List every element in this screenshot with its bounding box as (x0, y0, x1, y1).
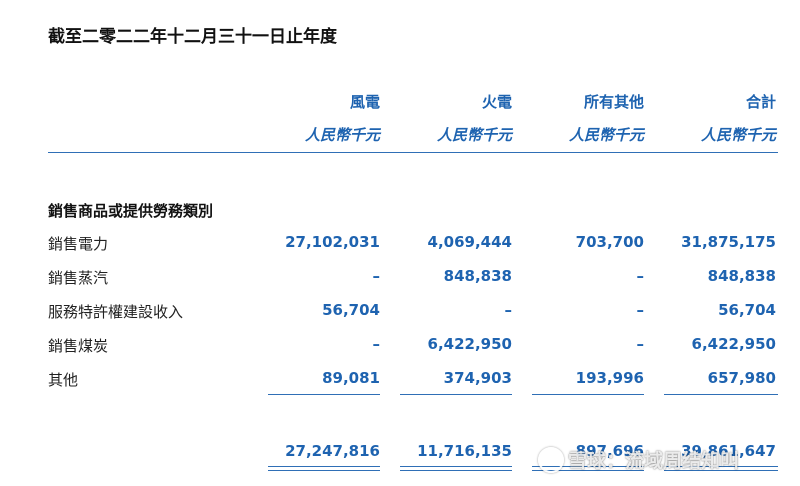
table-cell: – (372, 335, 381, 353)
table-cell: – (636, 301, 645, 319)
column-unit-wind: 人民幣千元 (304, 126, 380, 144)
subtotal-rule (532, 394, 644, 395)
table-cell: 6,422,950 (691, 335, 776, 353)
subtotal-rule (268, 394, 380, 395)
header-divider (48, 152, 778, 153)
table-cell: 6,422,950 (427, 335, 512, 353)
total-double-rule (268, 466, 380, 471)
total-cell: 39,861,647 (681, 442, 776, 460)
column-header-thermal: 火電 (481, 93, 512, 111)
row-label: 銷售蒸汽 (48, 269, 109, 287)
table-cell: 193,996 (575, 369, 644, 387)
total-double-rule (400, 466, 512, 471)
watermark: 雪球：流域周结知叫 (538, 446, 739, 473)
table-cell: – (372, 267, 381, 285)
table-cell: 374,903 (443, 369, 512, 387)
watermark-text: 雪球：流域周结知叫 (568, 450, 740, 472)
subtotal-rule (400, 394, 512, 395)
table-cell: 848,838 (707, 267, 776, 285)
total-cell: 897,696 (575, 442, 644, 460)
row-label: 其他 (48, 371, 79, 389)
table-cell: 703,700 (575, 233, 644, 251)
subtotal-rule (664, 394, 778, 395)
table-cell: – (636, 267, 645, 285)
column-unit-thermal: 人民幣千元 (436, 126, 512, 144)
period-title: 截至二零二二年十二月三十一日止年度 (48, 27, 337, 47)
table-cell: 31,875,175 (681, 233, 776, 251)
table-cell: 89,081 (322, 369, 380, 387)
section-title: 銷售商品或提供勞務類別 (48, 202, 214, 220)
snowball-logo-icon (538, 446, 564, 473)
total-double-rule (532, 466, 644, 471)
table-cell: 4,069,444 (427, 233, 512, 251)
table-cell: – (636, 335, 645, 353)
column-unit-others: 人民幣千元 (568, 126, 644, 144)
table-cell: 657,980 (707, 369, 776, 387)
table-cell: 27,102,031 (285, 233, 380, 251)
column-header-others: 所有其他 (583, 93, 644, 111)
table-cell: 848,838 (443, 267, 512, 285)
total-cell: 27,247,816 (285, 442, 380, 460)
column-unit-total: 人民幣千元 (700, 126, 776, 144)
row-label: 服務特許權建設收入 (48, 303, 184, 321)
total-cell: 11,716,135 (417, 442, 512, 460)
total-double-rule (664, 466, 778, 471)
table-cell: 56,704 (718, 301, 776, 319)
table-cell: 56,704 (322, 301, 380, 319)
table-cell: – (504, 301, 513, 319)
row-label: 銷售電力 (48, 235, 109, 253)
row-label: 銷售煤炭 (48, 337, 109, 355)
column-header-total: 合計 (745, 93, 776, 111)
column-header-wind: 風電 (349, 93, 380, 111)
